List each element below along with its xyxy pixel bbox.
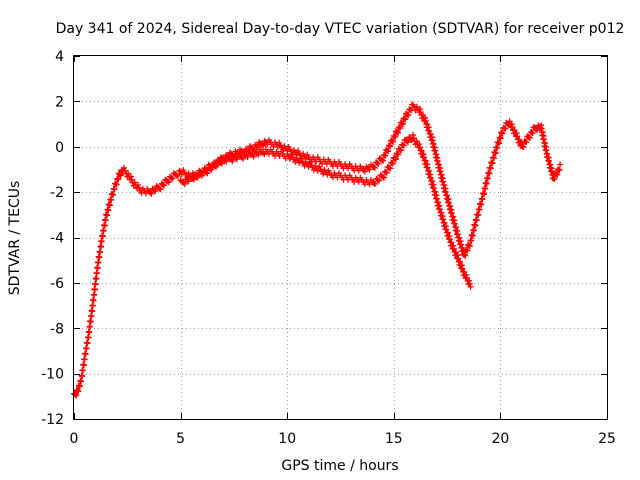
y-tick-label: 2	[55, 94, 64, 110]
y-tick-label: 4	[55, 49, 64, 65]
chart-title: Day 341 of 2024, Sidereal Day-to-day VTE…	[56, 21, 625, 37]
y-tick-label: 0	[55, 140, 64, 156]
x-axis-label: GPS time / hours	[281, 458, 398, 474]
y-tick-label: -4	[50, 231, 64, 247]
data-markers	[71, 101, 564, 399]
plot-frame	[73, 55, 608, 420]
series-markers	[177, 132, 474, 290]
y-tick-label: -8	[50, 321, 64, 337]
x-tick-label: 20	[491, 431, 509, 447]
y-axis-label: SDTVAR / TECUs	[7, 181, 23, 296]
axis-ticks: 0 5 10 15 20 25 -12 -10 -8 -6 -4 -2 0 2 4	[41, 49, 616, 447]
y-tick-label: -10	[41, 367, 64, 383]
y-tick-label: -6	[50, 276, 64, 292]
series-secondary	[177, 132, 474, 290]
series-main	[71, 101, 564, 399]
x-tick-label: 15	[385, 431, 403, 447]
y-tick-label: -2	[50, 185, 64, 201]
x-tick-label: 10	[278, 431, 296, 447]
x-tick-label: 25	[598, 431, 616, 447]
grid	[74, 56, 607, 419]
y-tick-label: -12	[41, 412, 64, 428]
series-markers	[71, 101, 564, 399]
x-tick-label: 0	[70, 431, 79, 447]
x-tick-label: 5	[176, 431, 185, 447]
